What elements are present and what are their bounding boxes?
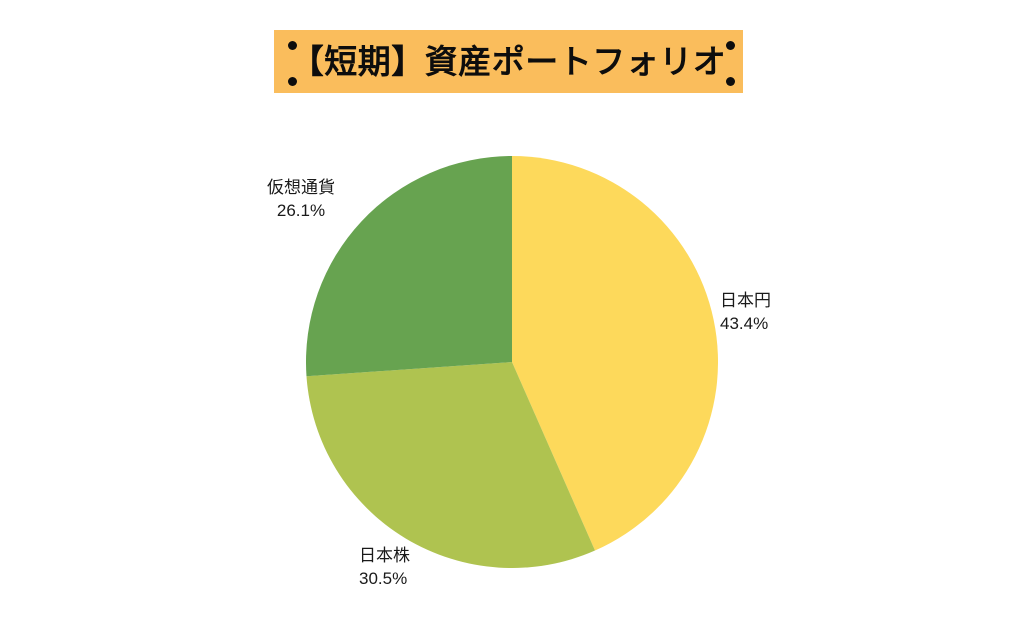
banner-corner-dot <box>726 41 735 50</box>
pie-label-stock-name: 日本株 <box>359 546 410 565</box>
pie-slice-0 <box>512 156 718 551</box>
page-title: 【短期】資産ポートフォリオ <box>290 43 727 80</box>
banner-corner-dot <box>288 77 297 86</box>
pie-slice-1 <box>306 362 595 568</box>
pie-label-stock-value: 30.5% <box>359 569 408 588</box>
title-banner: 【短期】資産ポートフォリオ <box>274 30 743 93</box>
pie-label-stock: 日本株 30.5% <box>359 544 410 590</box>
pie-chart <box>306 156 718 568</box>
pie-label-yen: 日本円 43.4% <box>720 289 771 335</box>
pie-label-crypto: 仮想通貨 26.1% <box>230 176 372 222</box>
pie-label-yen-name: 日本円 <box>720 291 771 310</box>
pie-label-crypto-value: 26.1% <box>276 201 326 220</box>
pie-label-crypto-name: 仮想通貨 <box>267 178 335 197</box>
pie-slice-2 <box>306 156 512 377</box>
banner-corner-dot <box>288 41 297 50</box>
pie-label-yen-value: 43.4% <box>720 314 769 333</box>
banner-corner-dot <box>726 77 735 86</box>
